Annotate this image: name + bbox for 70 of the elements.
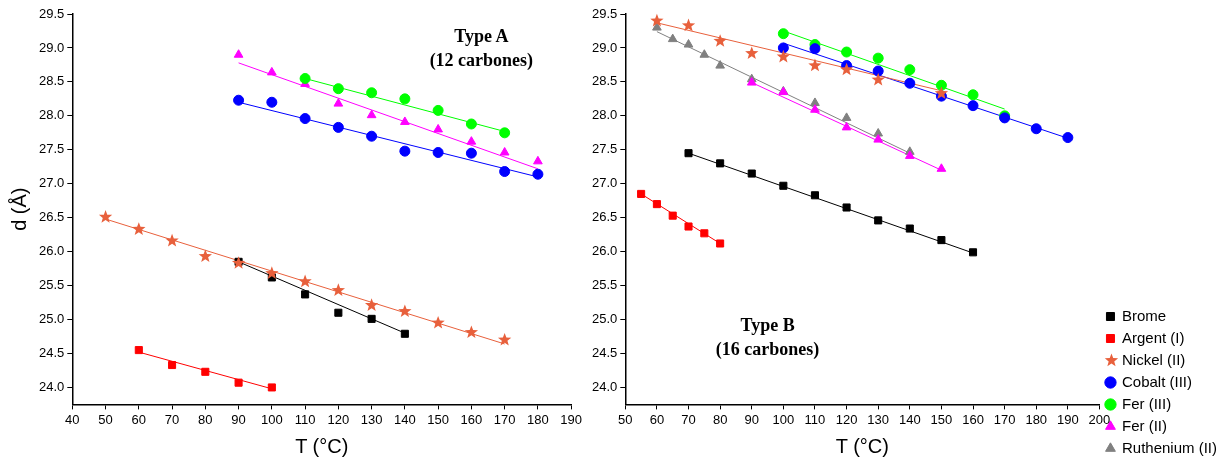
x-tick-label: 190 bbox=[1057, 411, 1079, 427]
x-tick-label: 90 bbox=[231, 411, 246, 427]
y-tick-label: 26.5 bbox=[591, 209, 618, 225]
y-tick-label: 29.5 bbox=[38, 5, 65, 21]
legend-label: Cobalt (III) bbox=[1121, 372, 1192, 390]
y-tick-label: 24.5 bbox=[591, 345, 618, 361]
x-tick-label: 60 bbox=[649, 411, 665, 427]
y-tick-label: 26.0 bbox=[38, 243, 65, 259]
y-tick-label: 25.0 bbox=[38, 311, 65, 327]
x-tick-label: 200 bbox=[1088, 411, 1111, 427]
annotation: Type B bbox=[740, 314, 795, 335]
x-tick-label: 120 bbox=[835, 411, 858, 427]
x-tick-label: 100 bbox=[772, 411, 795, 427]
y-tick-label: 27.5 bbox=[591, 141, 618, 157]
x-tick-label: 180 bbox=[527, 411, 549, 427]
x-tick-label: 70 bbox=[681, 411, 696, 427]
y-tick-label: 28.5 bbox=[38, 73, 65, 89]
legend-label: Nickel (II) bbox=[1121, 350, 1186, 368]
x-tick-label: 130 bbox=[867, 411, 890, 427]
x-tick-label: 100 bbox=[260, 411, 283, 427]
x-tick-label: 170 bbox=[993, 411, 1016, 427]
x-tick-label: 80 bbox=[712, 411, 728, 427]
annotation: (16 carbones) bbox=[715, 338, 820, 360]
y-tick-label: 25.0 bbox=[591, 311, 618, 327]
y-tick-label: 29.0 bbox=[38, 39, 65, 55]
y-axis-title: d (Å) bbox=[7, 187, 30, 231]
x-tick-label: 50 bbox=[618, 411, 633, 427]
annotation: (12 carbones) bbox=[429, 50, 534, 72]
y-tick-label: 26.5 bbox=[38, 209, 65, 225]
y-tick-label: 28.5 bbox=[591, 73, 618, 89]
y-tick-label: 24.0 bbox=[38, 379, 65, 394]
x-tick-label: 110 bbox=[804, 411, 826, 427]
x-tick-label: 80 bbox=[198, 411, 213, 427]
y-tick-label: 28.0 bbox=[38, 107, 65, 123]
x-tick-label: 150 bbox=[930, 411, 953, 427]
x-tick-label: 120 bbox=[327, 411, 350, 427]
legend-label: Brome bbox=[1121, 306, 1167, 324]
x-tick-label: 130 bbox=[360, 411, 383, 427]
y-tick-label: 25.5 bbox=[591, 277, 618, 293]
y-tick-label: 29.0 bbox=[591, 39, 618, 55]
y-tick-label: 24.0 bbox=[591, 379, 618, 394]
x-tick-label: 160 bbox=[460, 411, 483, 427]
y-tick-label: 28.0 bbox=[591, 107, 618, 123]
x-tick-label: 50 bbox=[98, 411, 113, 427]
x-tick-label: 140 bbox=[394, 411, 416, 427]
x-tick-label: 60 bbox=[131, 411, 147, 427]
x-axis-title: T (°C) bbox=[295, 434, 349, 457]
y-tick-label: 27.0 bbox=[591, 175, 618, 191]
legend-label: Fer (III) bbox=[1121, 394, 1172, 412]
x-axis-title: T (°C) bbox=[835, 434, 889, 457]
x-tick-label: 150 bbox=[427, 411, 449, 427]
x-tick-label: 140 bbox=[898, 411, 921, 427]
x-tick-label: 110 bbox=[294, 411, 316, 427]
x-tick-label: 40 bbox=[65, 411, 80, 427]
legend-label: Ruthenium (II) bbox=[1121, 438, 1218, 456]
legend-label: Argent (I) bbox=[1121, 328, 1185, 346]
y-tick-label: 24.5 bbox=[38, 345, 65, 361]
legend-label: Fer (II) bbox=[1121, 416, 1167, 434]
x-tick-label: 160 bbox=[962, 411, 984, 427]
x-tick-label: 170 bbox=[493, 411, 516, 427]
x-tick-label: 190 bbox=[560, 411, 583, 427]
x-tick-label: 180 bbox=[1025, 411, 1048, 427]
annotation: Type A bbox=[454, 26, 509, 47]
y-tick-label: 27.0 bbox=[38, 175, 65, 191]
y-tick-label: 26.0 bbox=[591, 243, 618, 259]
y-tick-label: 25.5 bbox=[38, 277, 65, 293]
x-tick-label: 90 bbox=[744, 411, 759, 427]
x-tick-label: 70 bbox=[164, 411, 180, 427]
y-tick-label: 29.5 bbox=[591, 5, 618, 21]
y-tick-label: 27.5 bbox=[38, 141, 65, 157]
